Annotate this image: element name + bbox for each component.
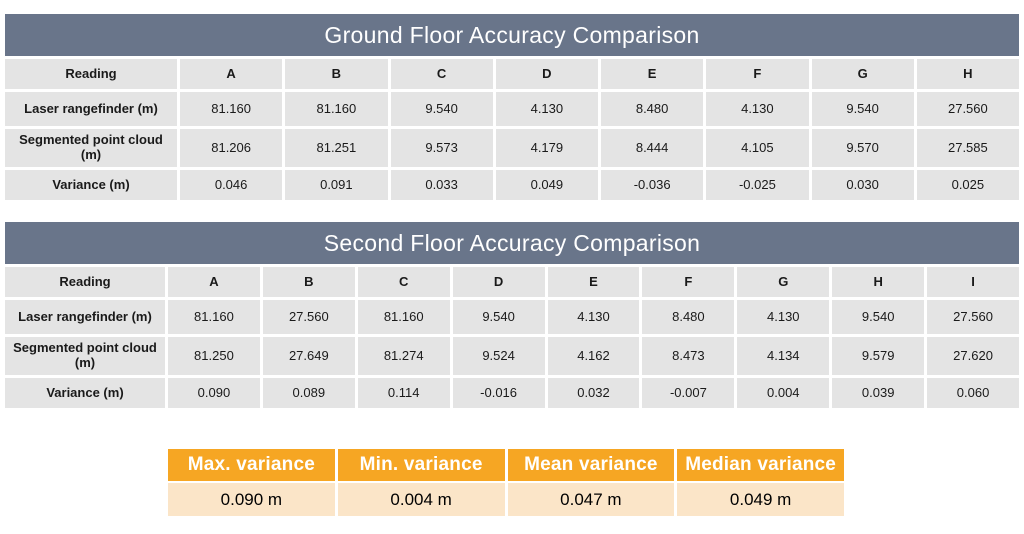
data-cell: 0.060 xyxy=(927,378,1019,408)
reading-column-header: Reading xyxy=(5,267,165,297)
second-floor-accuracy-table: Reading A B C D E F G H I Laser rangefinder (m) 81.… xyxy=(5,267,1019,408)
data-cell: 0.032 xyxy=(547,378,640,408)
data-cell: 4.134 xyxy=(737,337,830,375)
variance-summary-table: Max. variance Min. variance Mean variance M… xyxy=(168,449,844,516)
column-header: D xyxy=(495,59,598,89)
row-label: Laser rangefinder (m) xyxy=(5,300,165,334)
data-cell: 9.540 xyxy=(390,92,493,126)
data-cell: 4.130 xyxy=(737,300,830,334)
data-cell: 27.649 xyxy=(262,337,355,375)
summary-header-cell: Mean variance xyxy=(507,449,675,481)
column-header: A xyxy=(180,59,283,89)
data-cell: -0.036 xyxy=(601,170,704,200)
summary-value-cell: 0.004 m xyxy=(337,483,505,516)
data-cell: -0.007 xyxy=(642,378,735,408)
row-label: Segmented point cloud (m) xyxy=(5,337,165,375)
data-cell: 8.480 xyxy=(601,92,704,126)
column-header: F xyxy=(642,267,735,297)
summary-value-cell: 0.047 m xyxy=(507,483,675,516)
data-cell: 0.025 xyxy=(916,170,1019,200)
data-cell: 81.160 xyxy=(180,92,283,126)
row-label: Variance (m) xyxy=(5,378,165,408)
data-cell: 4.105 xyxy=(706,129,809,167)
row-label: Laser rangefinder (m) xyxy=(5,92,177,126)
data-cell: 9.524 xyxy=(452,337,545,375)
data-cell: 81.160 xyxy=(285,92,388,126)
column-header: F xyxy=(706,59,809,89)
data-cell: 9.540 xyxy=(811,92,914,126)
column-header: E xyxy=(547,267,640,297)
reading-column-header: Reading xyxy=(5,59,177,89)
data-cell: -0.016 xyxy=(452,378,545,408)
page: Ground Floor Accuracy Comparison Reading… xyxy=(5,14,1019,516)
data-cell: 81.251 xyxy=(285,129,388,167)
data-cell: 4.162 xyxy=(547,337,640,375)
column-header: C xyxy=(390,59,493,89)
data-cell: 9.540 xyxy=(452,300,545,334)
column-header: H xyxy=(832,267,925,297)
summary-header-cell: Min. variance xyxy=(337,449,505,481)
data-cell: 0.039 xyxy=(832,378,925,408)
column-header: I xyxy=(927,267,1019,297)
data-cell: 27.560 xyxy=(927,300,1019,334)
column-header: B xyxy=(285,59,388,89)
data-cell: 0.046 xyxy=(180,170,283,200)
data-cell: 81.206 xyxy=(180,129,283,167)
data-cell: 0.114 xyxy=(357,378,450,408)
second-floor-section: Second Floor Accuracy Comparison Reading… xyxy=(5,222,1019,408)
data-cell: 9.573 xyxy=(390,129,493,167)
data-cell: 4.130 xyxy=(547,300,640,334)
data-cell: 27.620 xyxy=(927,337,1019,375)
data-cell: 27.560 xyxy=(262,300,355,334)
column-header: C xyxy=(357,267,450,297)
summary-header-cell: Median variance xyxy=(677,449,844,481)
data-cell: 0.089 xyxy=(262,378,355,408)
data-cell: 0.091 xyxy=(285,170,388,200)
column-header: G xyxy=(737,267,830,297)
data-cell: 9.579 xyxy=(832,337,925,375)
summary-header-cell: Max. variance xyxy=(168,449,335,481)
data-cell: 0.090 xyxy=(168,378,260,408)
data-cell: 81.160 xyxy=(168,300,260,334)
row-label: Variance (m) xyxy=(5,170,177,200)
data-cell: 4.130 xyxy=(495,92,598,126)
ground-floor-title: Ground Floor Accuracy Comparison xyxy=(5,14,1019,56)
ground-floor-section: Ground Floor Accuracy Comparison Reading… xyxy=(5,14,1019,200)
column-header: E xyxy=(601,59,704,89)
data-cell: 8.473 xyxy=(642,337,735,375)
column-header: H xyxy=(916,59,1019,89)
data-cell: 0.033 xyxy=(390,170,493,200)
data-cell: 27.560 xyxy=(916,92,1019,126)
data-cell: 27.585 xyxy=(916,129,1019,167)
column-header: B xyxy=(262,267,355,297)
data-cell: 4.130 xyxy=(706,92,809,126)
data-cell: 9.540 xyxy=(832,300,925,334)
data-cell: 81.250 xyxy=(168,337,260,375)
column-header: D xyxy=(452,267,545,297)
summary-value-cell: 0.049 m xyxy=(677,483,844,516)
data-cell: 4.179 xyxy=(495,129,598,167)
summary-value-cell: 0.090 m xyxy=(168,483,335,516)
data-cell: -0.025 xyxy=(706,170,809,200)
ground-floor-accuracy-table: Reading A B C D E F G H Laser rangefinder (m) 81.1… xyxy=(5,59,1019,200)
second-floor-title: Second Floor Accuracy Comparison xyxy=(5,222,1019,264)
data-cell: 8.444 xyxy=(601,129,704,167)
data-cell: 0.004 xyxy=(737,378,830,408)
column-header: A xyxy=(168,267,260,297)
data-cell: 8.480 xyxy=(642,300,735,334)
data-cell: 81.274 xyxy=(357,337,450,375)
data-cell: 0.030 xyxy=(811,170,914,200)
column-header: G xyxy=(811,59,914,89)
data-cell: 81.160 xyxy=(357,300,450,334)
data-cell: 9.570 xyxy=(811,129,914,167)
data-cell: 0.049 xyxy=(495,170,598,200)
row-label: Segmented point cloud (m) xyxy=(5,129,177,167)
